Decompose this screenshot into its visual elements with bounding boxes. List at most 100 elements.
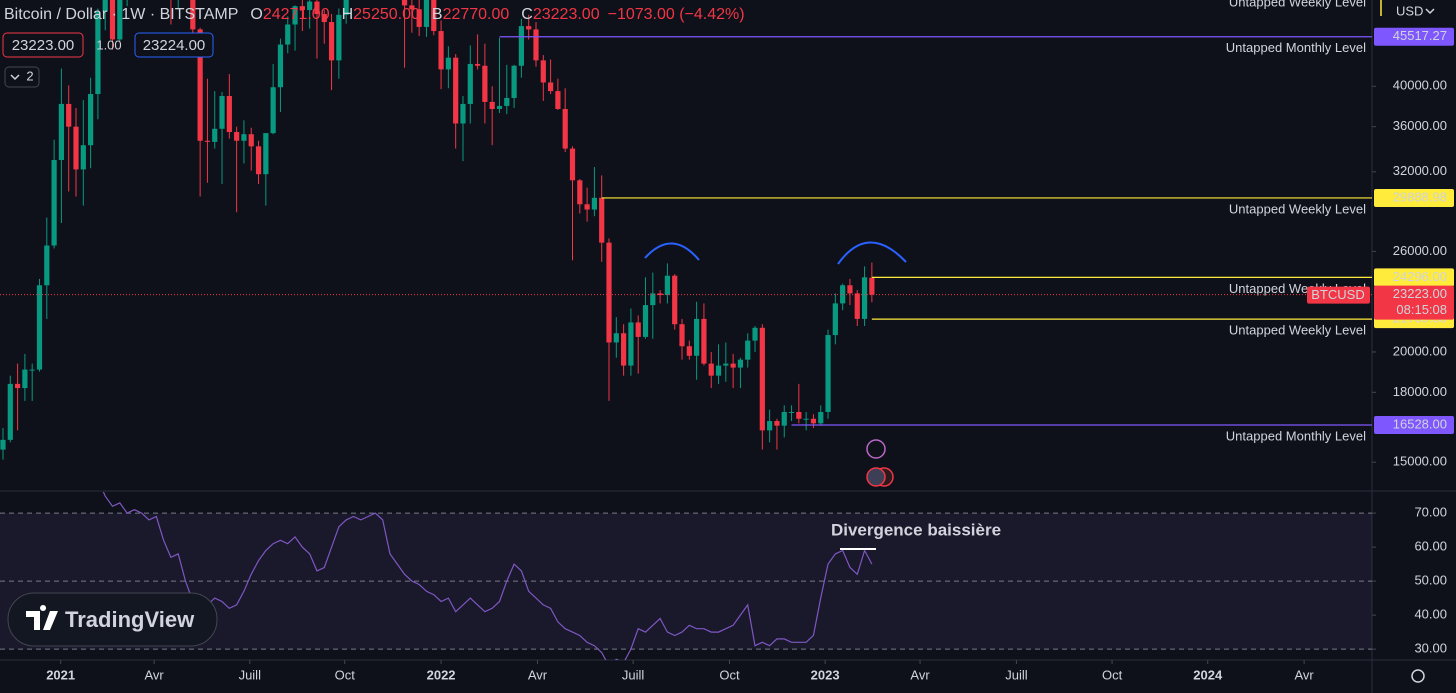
candle-body [102,0,108,12]
logo-mark [26,605,58,630]
candle-body [270,87,276,134]
candle-body [547,82,554,92]
x-tick-label: Juill [239,667,262,682]
candle-body [328,22,335,61]
candle-body [847,285,853,294]
candle-body [14,383,21,389]
x-tick-label: Avr [910,667,930,682]
level-badge [1374,268,1454,287]
x-tick-label: 2023 [811,667,840,682]
level-label: Untapped Monthly Level [1226,40,1366,55]
rsi-line [102,492,873,660]
buy-price[interactable]: 23224.00 [143,37,206,54]
candle-body [694,318,700,356]
y-tick-label: 20000.00 [1393,343,1447,358]
candle-body [212,128,218,142]
candle-body [109,0,116,40]
level-value: 16528.00 [1393,416,1447,431]
candle-body [234,132,240,141]
candle-body [307,1,313,11]
candle-body [401,0,408,6]
sell-price[interactable]: 23223.00 [12,37,75,54]
symbol-badge [1307,286,1370,304]
currency[interactable]: USD [1396,3,1423,18]
candle-body [431,0,437,32]
candle-body [533,29,539,61]
candle-body [241,134,247,141]
y-tick-label: 18000.00 [1393,384,1447,399]
candle-body [679,324,685,347]
x-tick-label: Juill [1005,667,1028,682]
y-tick-label: 60.00 [1414,539,1447,554]
countdown: 08:15:08 [1396,302,1447,317]
candle-body [584,204,590,210]
candle-body [7,383,13,440]
candle-body [686,346,692,356]
logo-text: TradingView [65,607,195,632]
indicators-toggle[interactable] [4,66,40,88]
candle-body [745,340,751,360]
candle-body [621,333,627,366]
candle-body [642,305,649,337]
candle-body [810,418,817,424]
candle-body [606,242,612,343]
candle-body [88,94,94,146]
y-tick-label: 32000.00 [1393,163,1447,178]
shoulder-arc [644,242,700,261]
candle-body [292,6,298,25]
candle-body [752,327,758,341]
candle-body [197,29,203,141]
candle-body [803,418,809,420]
event-icon [866,439,886,459]
candle-body [58,103,65,161]
level-label: Untapped Weekly Level [1229,0,1366,9]
last-price-badge [1374,285,1454,320]
ohlc-key: H [342,6,354,23]
candle-body [818,411,824,424]
chevron [1425,8,1435,15]
candle-body [708,363,714,376]
candle-body [672,275,678,325]
candle-body [409,5,415,10]
candle-body [190,0,196,30]
candle-body [840,285,846,304]
candle-body [445,57,451,70]
candle-body [343,0,349,15]
candle-body [767,421,773,431]
candle-body [80,145,86,170]
candle-body [0,439,6,450]
x-tick-label: Oct [335,667,356,682]
candle-body [664,275,671,296]
candle-body [285,24,291,45]
spread: 1.00 [96,37,121,52]
last-price-value: 23223.00 [1393,286,1447,301]
legend-title: Bitcoin / Dollar · 1W · BITSTAMP O24271.0… [4,6,745,23]
candle-body [832,303,838,336]
candle-body [504,97,510,106]
y-tick-label: 70.00 [1414,505,1447,520]
candle-body [22,369,28,389]
level-value: 24296.00 [1393,269,1447,284]
settings-icon[interactable] [1411,669,1425,683]
x-tick-label: 2024 [1193,667,1223,682]
candle-body [518,26,524,66]
x-tick-label: 2022 [427,667,456,682]
candle-body [314,1,320,15]
level-value: 45517.27 [1393,28,1447,43]
candle-body [73,126,79,170]
buy-button[interactable] [134,32,214,58]
candle-body [36,285,43,370]
ohlc-key: B [432,6,443,23]
candle-body [423,0,430,27]
candle-body [540,60,546,83]
indicators-count: 2 [26,68,33,83]
candle-body [474,63,481,66]
candle-body [44,245,50,286]
ohlc-key: C [521,6,533,23]
ohlc-value: 23223.00 [533,6,600,23]
sell-button[interactable] [2,32,84,58]
candle-body [496,105,503,109]
chevron [10,74,20,81]
candle-body [336,14,342,61]
